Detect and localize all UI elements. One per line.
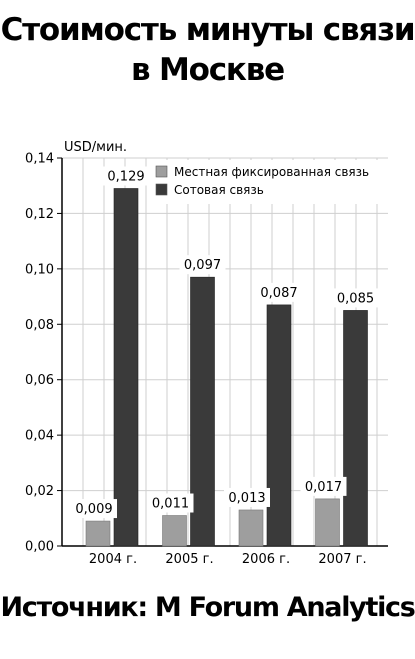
data-label-fixed-line-bg <box>300 476 347 496</box>
data-label-mobile-bg <box>256 282 302 302</box>
bar-fixed-line <box>162 515 187 547</box>
x-tick-label: 2004 г. <box>89 552 137 567</box>
legend-box <box>152 160 386 204</box>
y-tick-label: 0,14 <box>25 152 54 167</box>
chart-title: Стоимость минуты связи в Москве <box>0 10 415 90</box>
y-tick-label: 0,06 <box>25 373 54 388</box>
data-label-mobile: 0,129 <box>107 169 144 184</box>
data-label-mobile-bg <box>179 255 226 275</box>
data-label-fixed-line: 0,009 <box>75 502 112 517</box>
data-label-fixed-line-bg <box>224 487 270 507</box>
data-label-fixed-line: 0,011 <box>152 497 189 512</box>
data-label-mobile: 0,085 <box>337 291 374 306</box>
bar-mobile <box>266 304 292 547</box>
data-label-mobile: 0,087 <box>260 286 297 301</box>
y-axis-label: USD/мин. <box>64 140 127 155</box>
bar-mobile <box>343 310 368 547</box>
bar-fixed-line <box>315 498 340 547</box>
x-tick-label: 2005 г. <box>165 552 213 567</box>
title-line-2: в Москве <box>130 52 285 88</box>
y-tick-label: 0,10 <box>25 262 54 277</box>
y-tick-label: 0,02 <box>25 484 54 499</box>
x-tick-label: 2006 г. <box>242 552 290 567</box>
data-label-mobile: 0,097 <box>184 258 221 273</box>
data-label-fixed-line: 0,017 <box>305 480 342 495</box>
x-tick-label: 2007 г. <box>318 552 366 567</box>
legend-swatch <box>155 183 168 196</box>
bar-fixed-line <box>238 509 264 547</box>
bar-mobile <box>190 276 215 547</box>
data-label-fixed-line-bg <box>147 493 194 513</box>
bar-mobile <box>113 188 139 547</box>
source-note: Источник: M Forum Analytics <box>0 592 415 623</box>
legend-label: Сотовая связь <box>174 183 264 197</box>
data-label-fixed-line-bg <box>71 499 117 519</box>
title-line-1: Стоимость минуты связи <box>0 12 415 48</box>
data-label-mobile-bg <box>103 166 149 186</box>
data-label-fixed-line: 0,013 <box>228 491 265 506</box>
data-label-mobile-bg <box>332 288 379 308</box>
y-tick-label: 0,04 <box>25 429 54 444</box>
y-tick-label: 0,08 <box>25 318 54 333</box>
legend-label: Местная фиксированная связь <box>174 165 369 179</box>
y-tick-label: 0,12 <box>25 207 54 222</box>
y-tick-label: 0,00 <box>25 540 54 555</box>
bar-fixed-line <box>85 520 111 547</box>
legend-swatch <box>155 165 168 178</box>
